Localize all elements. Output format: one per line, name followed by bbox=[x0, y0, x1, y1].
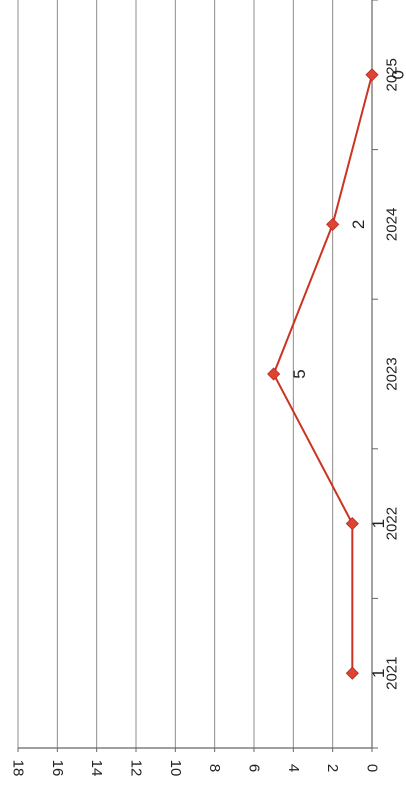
category-label-2023: 2023 bbox=[384, 357, 401, 390]
value-tick-label: 16 bbox=[49, 760, 66, 777]
data-point-2022 bbox=[345, 517, 359, 531]
data-label-2023: 5 bbox=[290, 369, 309, 378]
data-label-2022: 1 bbox=[369, 519, 388, 528]
category-label-2022: 2022 bbox=[384, 507, 401, 540]
category-label-2021: 2021 bbox=[384, 657, 401, 690]
value-tick-label: 12 bbox=[128, 760, 145, 777]
series-line bbox=[272, 74, 373, 674]
data-label-2021: 1 bbox=[369, 668, 388, 677]
category-label-2025: 2025 bbox=[384, 58, 401, 91]
data-labels: 1 1 5 2 0 bbox=[290, 70, 406, 678]
value-tick-label: 6 bbox=[246, 764, 263, 772]
data-point-2024 bbox=[326, 217, 340, 231]
data-point-2025 bbox=[365, 68, 379, 82]
value-tick-label: 4 bbox=[285, 764, 302, 772]
axes bbox=[17, 0, 378, 752]
category-label-2024: 2024 bbox=[384, 208, 401, 241]
grid-lines bbox=[17, 0, 334, 748]
data-point-2021 bbox=[345, 666, 359, 680]
series bbox=[267, 68, 379, 680]
data-label-2024: 2 bbox=[349, 220, 368, 229]
value-tick-label: 8 bbox=[206, 764, 223, 772]
value-tick-label: 18 bbox=[10, 760, 27, 777]
value-tick-label: 2 bbox=[324, 764, 341, 772]
data-point-2023 bbox=[267, 367, 281, 381]
data-label-2025: 0 bbox=[389, 70, 406, 79]
value-tick-label: 10 bbox=[167, 760, 184, 777]
value-tick-label: 0 bbox=[364, 764, 381, 772]
value-tick-label: 14 bbox=[88, 760, 105, 777]
